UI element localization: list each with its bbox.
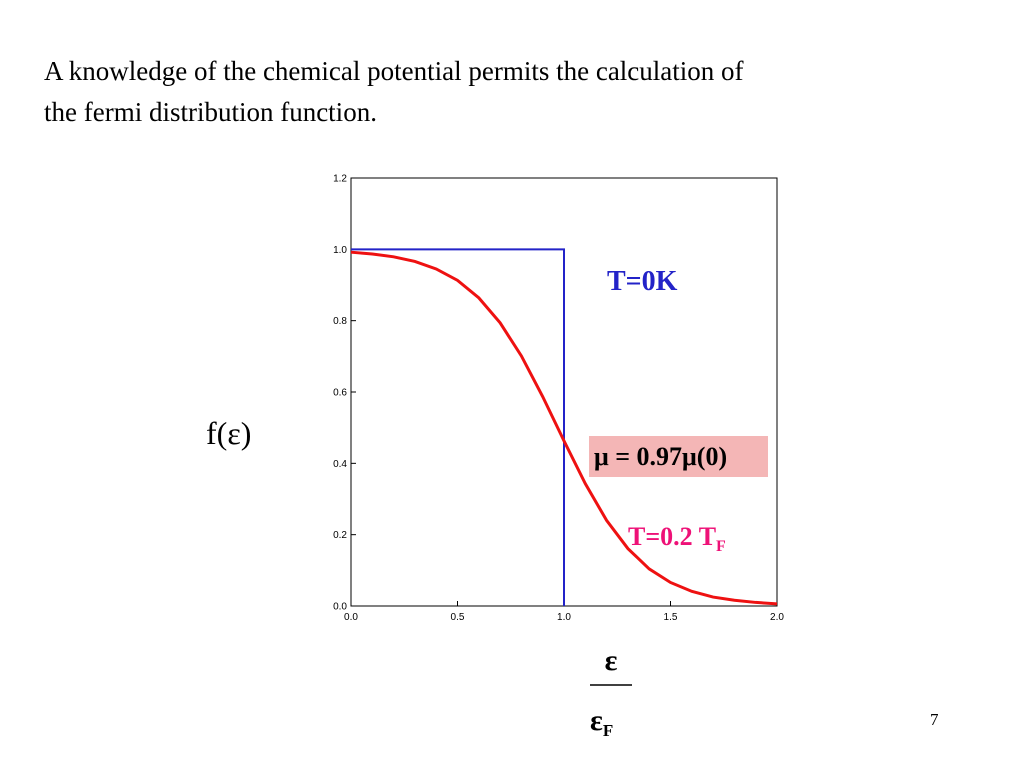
y-tick-label: 0.2: [333, 530, 347, 541]
slide-text: the fermi distribution function.: [44, 97, 377, 127]
slide-text: A knowledge of the chemical potential pe…: [44, 56, 744, 86]
y-tick-label: 0.4: [333, 459, 347, 470]
x-tick-label: 2.0: [770, 612, 784, 623]
y-tick-label: 1.0: [333, 245, 347, 256]
annotation-box: [589, 436, 768, 477]
series-label-subscript: F: [716, 538, 726, 555]
y-tick-label: 0.0: [333, 602, 347, 613]
x-tick-label: 0.0: [344, 612, 358, 623]
x-axis-label-numerator: ε: [605, 644, 618, 677]
y-tick-label: 1.2: [333, 174, 347, 185]
x-tick-label: 1.5: [664, 612, 678, 623]
y-tick-label: 0.8: [333, 316, 347, 327]
x-axis-label-denominator: εF: [590, 704, 613, 740]
series-label: T=0K: [607, 266, 678, 297]
series-line: [350, 250, 778, 606]
x-axis-label-subscript: F: [603, 721, 613, 740]
series-label: T=0.2 TF: [628, 522, 726, 555]
y-tick-label: 0.6: [333, 388, 347, 399]
x-tick-label: 1.0: [557, 612, 571, 623]
y-axis-label: f(ε): [206, 415, 251, 451]
annotation: μ = 0.97μ(0): [594, 442, 727, 471]
x-tick-label: 0.5: [451, 612, 465, 623]
series-line: [351, 248, 565, 606]
x-axis-label-denominator-main: ε: [590, 704, 603, 737]
series-label-main: T=0.2 T: [628, 522, 716, 551]
page-number: 7: [930, 710, 939, 729]
